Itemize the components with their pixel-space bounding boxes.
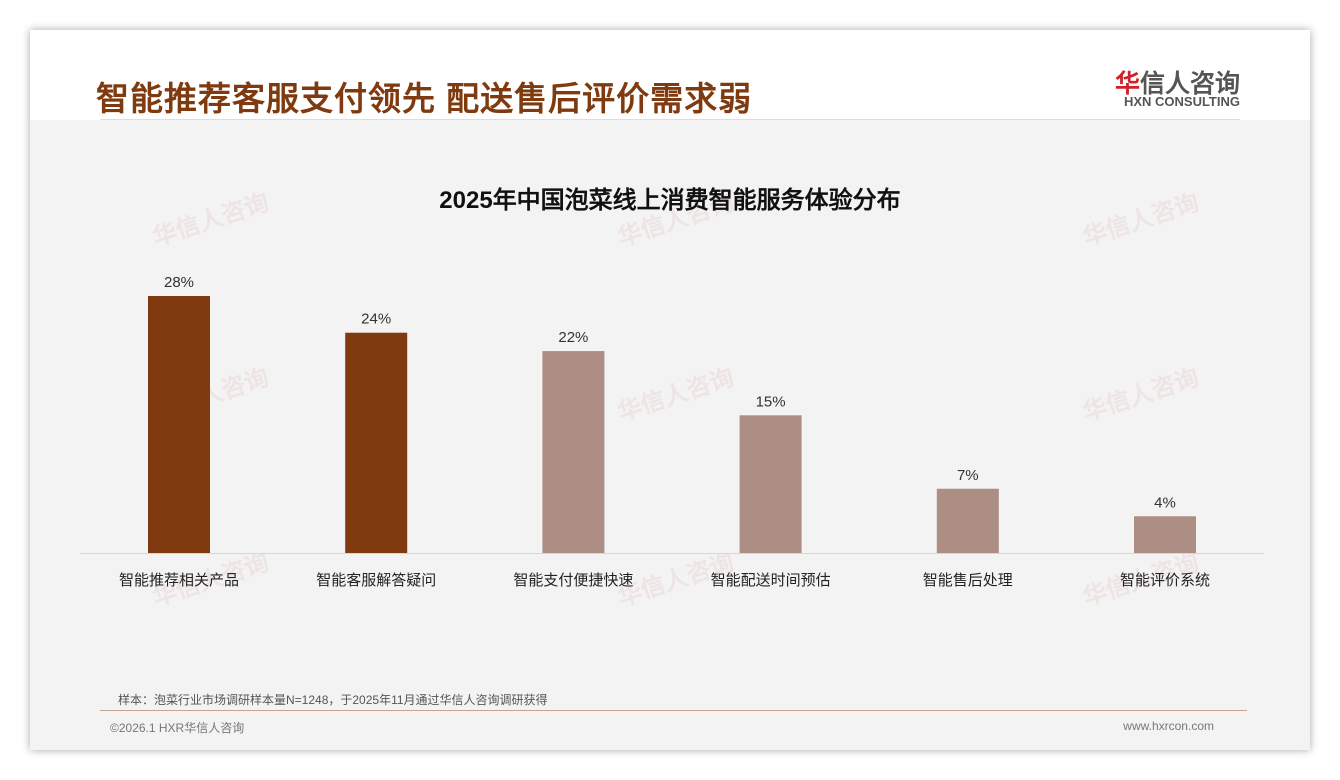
logo-cn: 信人咨询	[1139, 70, 1240, 98]
bar	[1134, 516, 1196, 553]
category-label: 智能客服解答疑问	[316, 571, 436, 589]
data-label: 15%	[756, 393, 786, 410]
data-label: 22%	[558, 329, 588, 346]
bar	[542, 351, 605, 553]
category-label: 智能评价系统	[1120, 571, 1210, 589]
logo: 华信人咨询	[1115, 64, 1240, 100]
page-title: 智能推荐客服支付领先 配送售后评价需求弱	[96, 80, 753, 117]
bar	[739, 415, 802, 553]
data-label: 28%	[164, 274, 194, 291]
data-label: 7%	[957, 467, 979, 484]
bar-chart: 28% 智能推荐相关产品 24% 智能客服解答疑问 22% 智能支付便捷快速 15% 智能配送…	[80, 274, 1264, 589]
category-label: 智能配送时间预估	[711, 571, 831, 589]
category-label: 智能售后处理	[923, 571, 1013, 589]
logo-en: HXN CONSULTING	[1123, 94, 1240, 109]
website-link[interactable]: www.hxrcon.com	[1123, 719, 1214, 733]
chart-title: 2025年中国泡菜线上消费智能服务体验分布	[439, 187, 901, 214]
data-label: 24%	[361, 311, 391, 328]
footer-divider	[100, 710, 1247, 711]
bar	[148, 296, 210, 553]
category-label: 智能支付便捷快速	[513, 571, 633, 589]
header-divider	[100, 119, 1240, 120]
bar	[345, 332, 408, 553]
data-label: 4%	[1154, 494, 1176, 511]
header-area	[30, 30, 1310, 120]
category-label: 智能推荐相关产品	[119, 571, 239, 589]
logo-red-char: 华	[1114, 70, 1140, 98]
copyright: ©2026.1 HXR华信人咨询	[110, 721, 245, 735]
slide: 智能推荐客服支付领先 配送售后评价需求弱 华信人咨询 HXN CONSULTIN…	[30, 30, 1310, 750]
sample-note: 样本：泡菜行业市场调研样本量N=1248，于2025年11月通过华信人咨询调研获…	[118, 693, 548, 707]
bar	[936, 488, 999, 553]
